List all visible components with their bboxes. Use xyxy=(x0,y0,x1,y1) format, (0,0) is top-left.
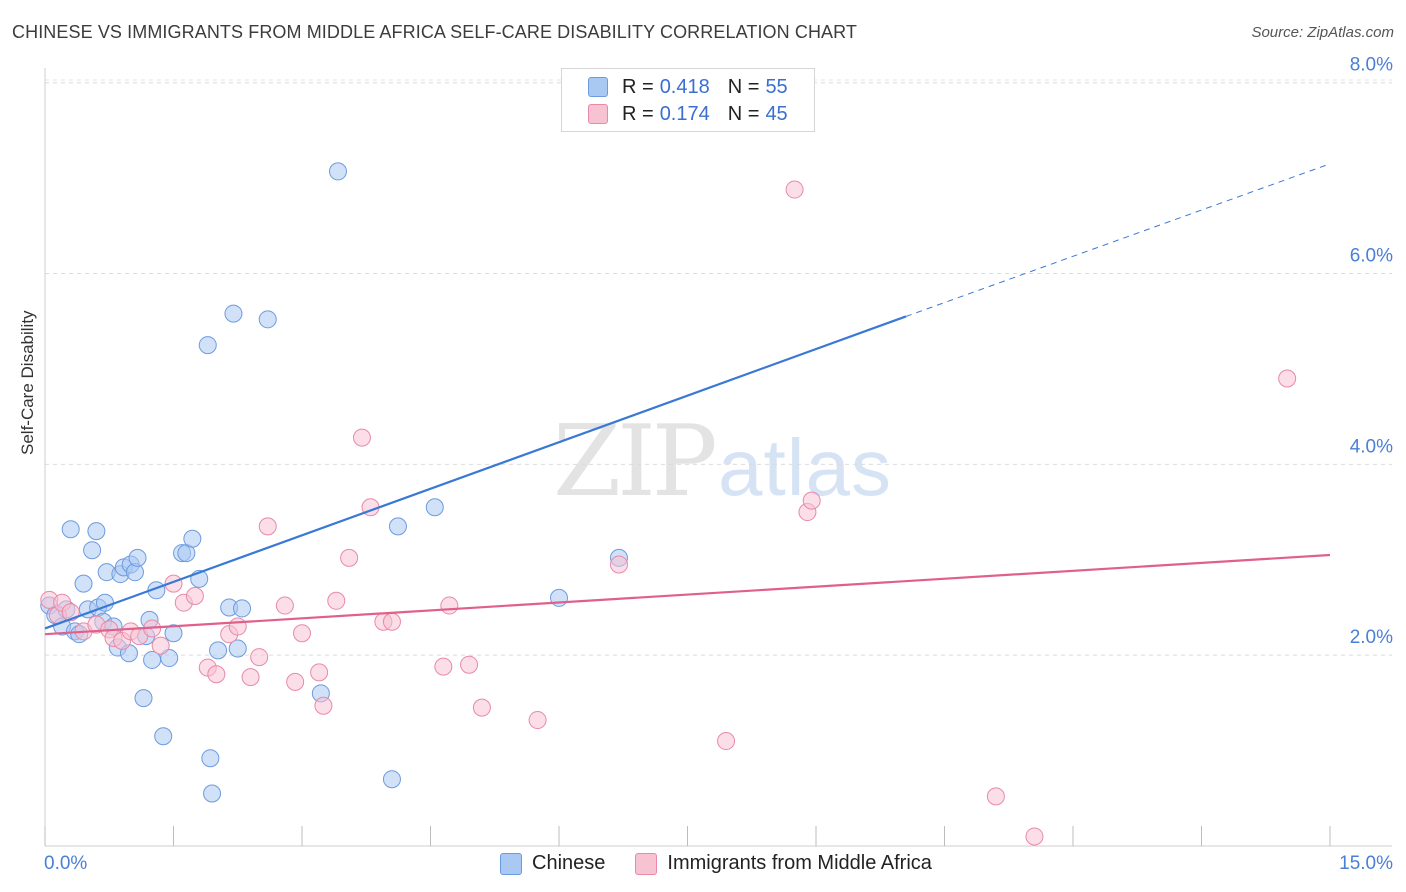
point-middle-africa xyxy=(250,648,269,667)
point-middle-africa xyxy=(310,663,329,682)
chart-title: CHINESE VS IMMIGRANTS FROM MIDDLE AFRICA… xyxy=(12,22,858,42)
legend-n-label: N = xyxy=(727,102,760,125)
legend-swatch-middle-africa xyxy=(588,104,608,124)
legend-swatch-chinese xyxy=(500,852,522,875)
source-note: Source: ZipAtlas.com xyxy=(1251,24,1394,41)
x-tick-label: 15.0% xyxy=(1339,853,1393,874)
point-chinese xyxy=(209,641,228,660)
point-chinese xyxy=(128,548,147,567)
point-middle-africa xyxy=(286,672,305,691)
y-tick-label: 4.0% xyxy=(1350,436,1393,457)
legend-item-chinese[interactable]: Chinese xyxy=(500,852,605,875)
point-chinese xyxy=(198,336,217,355)
legend-swatch-middle-africa xyxy=(635,852,658,875)
point-chinese xyxy=(164,624,183,643)
point-chinese xyxy=(228,639,247,658)
point-middle-africa xyxy=(382,612,401,631)
legend-swatch-chinese xyxy=(588,77,608,97)
point-middle-africa xyxy=(151,636,170,655)
point-middle-africa xyxy=(207,665,226,684)
point-chinese xyxy=(160,649,179,668)
point-middle-africa xyxy=(986,787,1005,806)
point-middle-africa xyxy=(528,711,547,730)
legend-row-middle-africa: R = 0.174 N = 45 xyxy=(588,101,788,127)
point-chinese xyxy=(201,749,220,768)
point-chinese xyxy=(382,770,401,789)
point-middle-africa xyxy=(609,555,628,574)
point-chinese xyxy=(388,517,407,536)
point-chinese xyxy=(328,162,347,181)
point-middle-africa xyxy=(785,180,804,199)
point-middle-africa xyxy=(228,617,247,636)
point-chinese xyxy=(154,727,173,746)
point-chinese xyxy=(134,689,153,708)
y-axis-label: Self-Care Disability xyxy=(18,310,37,455)
point-middle-africa xyxy=(258,517,277,536)
legend-item-middle-africa[interactable]: Immigrants from Middle Africa xyxy=(635,852,932,875)
point-chinese xyxy=(183,529,202,548)
point-middle-africa xyxy=(460,655,479,674)
point-chinese xyxy=(61,520,80,539)
point-chinese xyxy=(233,599,252,618)
point-chinese xyxy=(258,310,277,329)
correlation-legend: R = 0.418 N = 55 R = 0.174 N = 45 xyxy=(561,68,815,132)
y-tick-label: 2.0% xyxy=(1350,627,1393,648)
watermark-zip: ZIP xyxy=(553,405,718,519)
point-middle-africa xyxy=(340,548,359,567)
point-middle-africa xyxy=(1025,827,1044,846)
legend-r-value: 0.174 xyxy=(659,102,710,125)
trendline-chinese-extension xyxy=(905,163,1331,317)
y-tick-label: 6.0% xyxy=(1350,246,1393,267)
point-middle-africa xyxy=(802,491,821,510)
legend-r-value: 0.418 xyxy=(659,75,710,98)
legend-n-label: N = xyxy=(727,75,760,98)
series-legend: Chinese Immigrants from Middle Africa xyxy=(500,852,962,875)
y-tick-label: 8.0% xyxy=(1350,55,1393,76)
point-middle-africa xyxy=(327,591,346,610)
point-middle-africa xyxy=(241,668,260,687)
legend-row-chinese: R = 0.418 N = 55 xyxy=(588,74,788,100)
point-chinese xyxy=(203,784,222,803)
point-chinese xyxy=(83,541,102,560)
legend-r-label: R = xyxy=(622,102,654,125)
point-middle-africa xyxy=(185,587,204,606)
point-middle-africa xyxy=(352,428,371,447)
point-chinese xyxy=(74,574,93,593)
point-chinese xyxy=(87,522,106,541)
point-chinese xyxy=(425,498,444,517)
point-middle-africa xyxy=(717,732,736,751)
point-middle-africa xyxy=(434,657,453,676)
point-middle-africa xyxy=(440,596,459,615)
legend-n-value: 55 xyxy=(765,75,788,98)
trendline-chinese xyxy=(44,315,907,630)
point-middle-africa xyxy=(472,698,491,717)
point-middle-africa xyxy=(293,624,311,643)
point-middle-africa xyxy=(314,696,333,715)
legend-n-value: 45 xyxy=(765,102,788,125)
legend-r-label: R = xyxy=(622,75,654,98)
point-middle-africa xyxy=(275,596,294,615)
point-chinese xyxy=(224,304,243,323)
legend-label-chinese: Chinese xyxy=(532,852,606,874)
x-tick-label: 0.0% xyxy=(44,853,87,874)
legend-label-middle-africa: Immigrants from Middle Africa xyxy=(667,852,932,874)
trendline-middle-africa xyxy=(44,553,1331,636)
point-middle-africa xyxy=(1278,369,1297,388)
